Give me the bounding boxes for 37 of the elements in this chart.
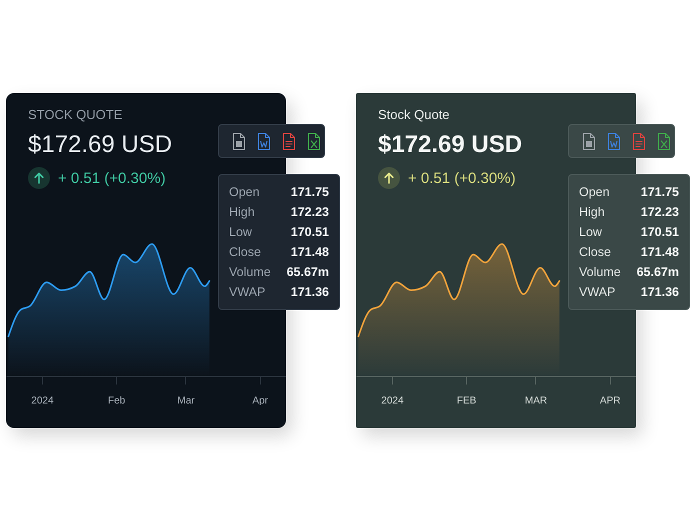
text: 170.51: [640, 225, 679, 239]
text: 171.36: [640, 285, 679, 299]
text: High: [579, 205, 605, 219]
text: 171.75: [290, 185, 329, 199]
text: + 0.51 (+0.30%): [408, 170, 516, 186]
annotation: Volume: [579, 265, 621, 279]
annotation: VWAP: [229, 285, 266, 299]
text: 172.23: [290, 205, 329, 219]
annotation: Close: [229, 245, 261, 259]
text: 171.36: [290, 285, 329, 299]
chart-title: STOCK QUOTE: [28, 107, 123, 122]
text: 170.51: [290, 225, 329, 239]
annotation: VWAP: [579, 285, 616, 299]
annotation: Volume: [229, 265, 271, 279]
text: 172.23: [640, 205, 679, 219]
x-tick-label: APR: [600, 396, 620, 406]
chart-subtitle: $172.69 USD: [378, 131, 522, 158]
text: 171.48: [290, 245, 329, 259]
text: High: [229, 205, 255, 219]
x-tick-label: 2024: [381, 396, 404, 406]
chart-subtitle: $172.69 USD: [28, 131, 172, 158]
x-tick-label: Feb: [108, 396, 126, 406]
annotation: Close: [579, 245, 611, 259]
text: 171.48: [640, 245, 679, 259]
text: 65.67m: [286, 265, 329, 279]
x-tick-label: MAR: [524, 396, 548, 406]
text: Low: [229, 225, 252, 239]
text: 65.67m: [636, 265, 679, 279]
x-tick-label: 2024: [31, 396, 54, 406]
text: Open: [579, 185, 610, 199]
x-tick-label: Mar: [177, 396, 196, 406]
text: + 0.51 (+0.30%): [58, 170, 166, 186]
x-tick-label: FEB: [456, 396, 477, 406]
text: 171.75: [640, 185, 679, 199]
text: Low: [579, 225, 602, 239]
text: Open: [229, 185, 260, 199]
chart-title: Stock Quote: [378, 107, 450, 122]
